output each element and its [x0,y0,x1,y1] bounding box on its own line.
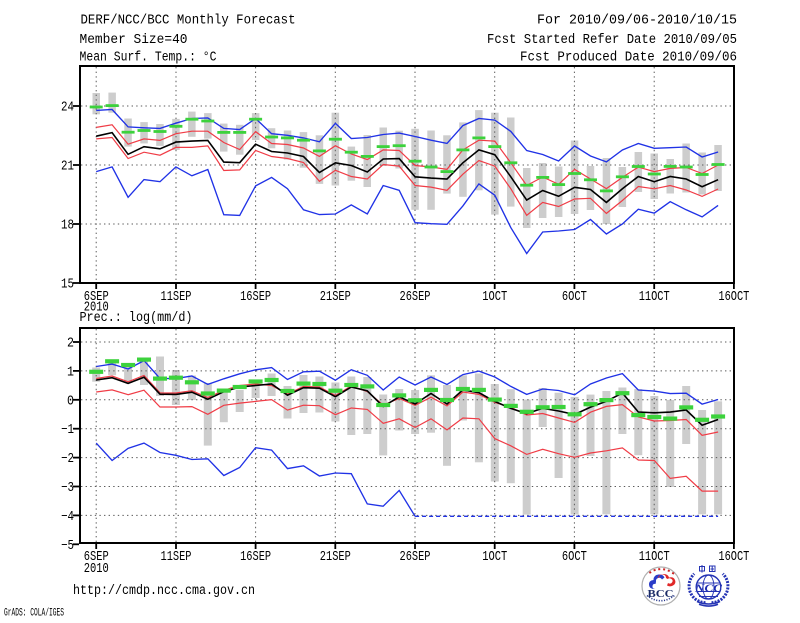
svg-text:DERF/NCC/BCC Monthly Forecast: DERF/NCC/BCC Monthly Forecast [81,14,296,29]
svg-text:16OCT: 16OCT [718,550,749,565]
svg-text:For 2010/09/06-2010/10/15: For 2010/09/06-2010/10/15 [537,14,737,29]
svg-text:26SEP: 26SEP [400,290,431,305]
svg-text:21: 21 [61,160,74,175]
svg-text:21SEP: 21SEP [320,290,351,305]
svg-text:http://cmdp.ncc.cma.gov.cn: http://cmdp.ncc.cma.gov.cn [73,584,255,599]
svg-text:Prec.: log(mm/d): Prec.: log(mm/d) [80,311,193,326]
svg-text:1OCT: 1OCT [482,550,507,565]
svg-text:Fcst Started Refer Date 2010/0: Fcst Started Refer Date 2010/09/05 [487,33,737,48]
svg-text:26SEP: 26SEP [400,550,431,565]
svg-text:1OCT: 1OCT [482,290,507,305]
svg-text:−2: −2 [61,452,74,467]
svg-text:2: 2 [67,337,74,352]
svg-text:24: 24 [61,101,74,116]
svg-text:GrADS: COLA/IGES: GrADS: COLA/IGES [4,608,64,619]
svg-text:−3: −3 [61,481,74,496]
svg-text:−5: −5 [61,539,74,554]
svg-text:1: 1 [67,365,74,380]
svg-text:11OCT: 11OCT [639,550,670,565]
svg-text:16OCT: 16OCT [718,290,749,305]
svg-text:16SEP: 16SEP [240,550,271,565]
svg-text:Fcst Produced Date 2010/09/06: Fcst Produced Date 2010/09/06 [520,51,737,66]
svg-text:−4: −4 [61,510,74,525]
svg-text:−1: −1 [61,423,74,438]
svg-text:0: 0 [67,394,74,409]
svg-text:NCC: NCC [694,583,723,595]
svg-text:6OCT: 6OCT [562,550,587,565]
svg-text:11OCT: 11OCT [639,290,670,305]
svg-text:18: 18 [61,219,74,234]
svg-text:15: 15 [61,278,74,293]
svg-text:6OCT: 6OCT [562,290,587,305]
svg-text:Mean Surf. Temp.: °C: Mean Surf. Temp.: °C [80,51,217,66]
svg-text:6SEP: 6SEP [84,290,109,305]
svg-text:11SEP: 11SEP [161,550,192,565]
svg-text:BCC: BCC [648,589,674,600]
svg-text:16SEP: 16SEP [240,290,271,305]
svg-text:2010: 2010 [84,562,109,577]
svg-text:Member Size=40: Member Size=40 [80,33,188,48]
svg-text:6SEP: 6SEP [84,550,109,565]
svg-text:21SEP: 21SEP [320,550,351,565]
svg-text:11SEP: 11SEP [161,290,192,305]
svg-text:2010: 2010 [84,301,109,316]
